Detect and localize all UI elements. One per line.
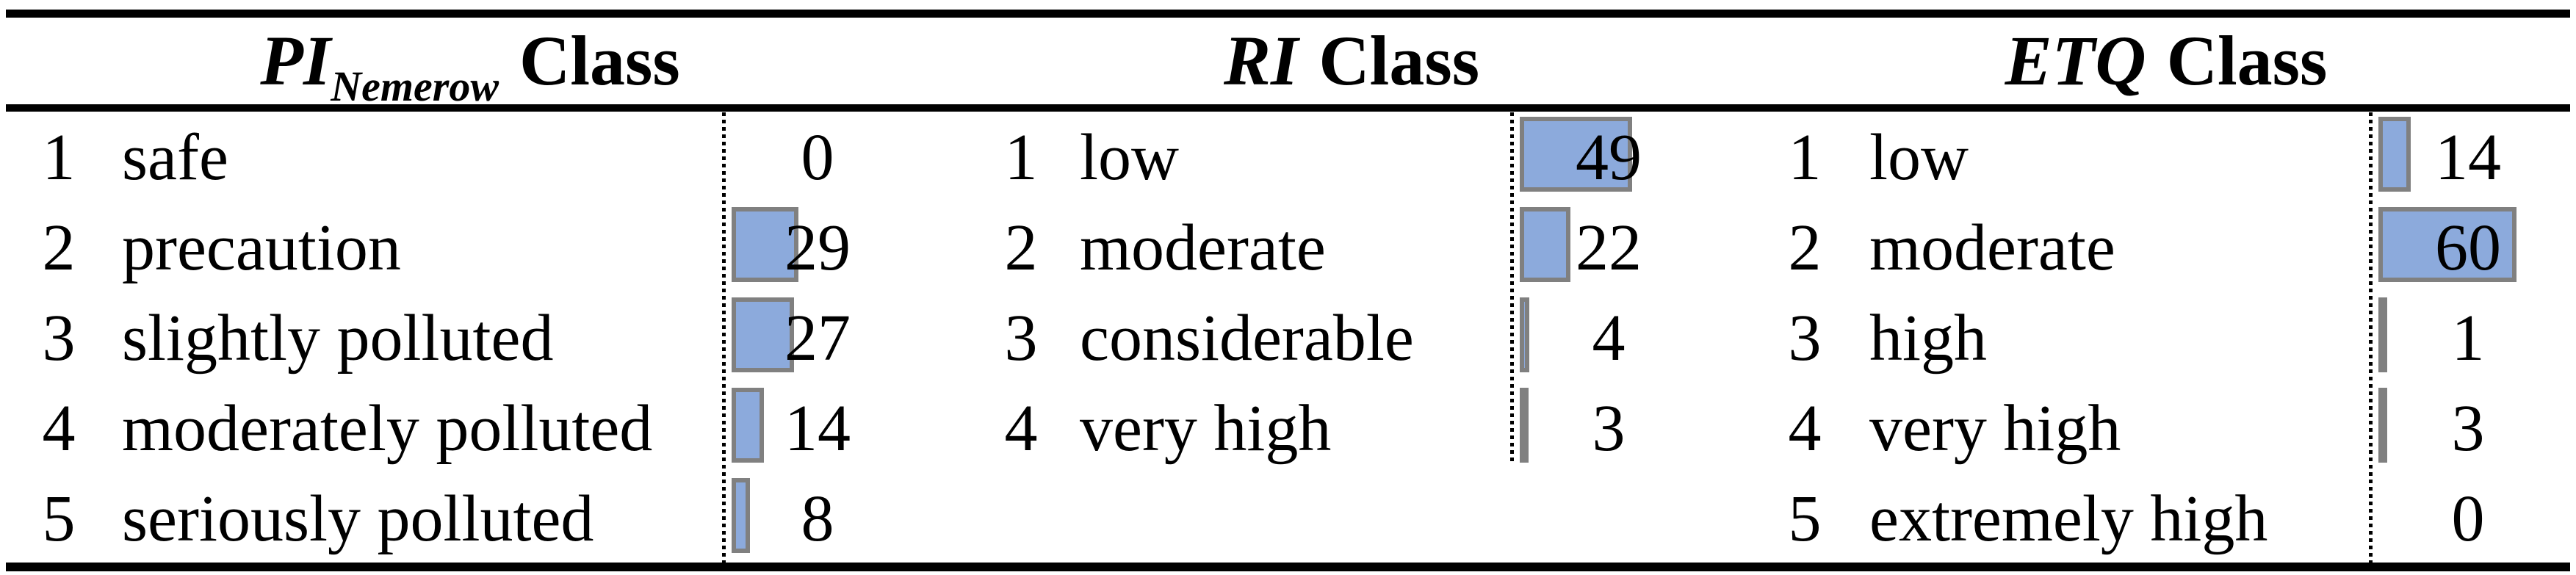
data-bar (1520, 297, 1529, 372)
row-value: 22 (1576, 211, 1642, 284)
row-index: 4 (42, 392, 76, 465)
row-label: very high (1080, 392, 1332, 465)
row-index: 2 (42, 211, 76, 284)
data-bar (2378, 388, 2387, 463)
row-label: high (1869, 302, 1988, 375)
row-value: 8 (801, 482, 834, 555)
data-bar (2378, 117, 2411, 192)
data-bar (732, 388, 764, 463)
row-label: safe (122, 121, 228, 194)
row-label: considerable (1080, 302, 1414, 375)
row-value: 3 (1592, 392, 1626, 465)
data-bar (732, 297, 794, 372)
row-label: very high (1869, 392, 2121, 465)
row-label: extremely high (1869, 482, 2268, 555)
row-index: 3 (1788, 302, 1822, 375)
row-label: low (1869, 121, 1969, 194)
row-index: 3 (42, 302, 76, 375)
bar-axis-line (1510, 112, 1514, 463)
data-bar (1520, 207, 1570, 282)
header-subscript: Nemerow (331, 62, 499, 110)
row-value: 14 (784, 392, 851, 465)
row-index: 2 (1788, 211, 1822, 284)
row-index: 5 (42, 482, 76, 555)
row-index: 2 (1004, 211, 1038, 284)
row-value: 4 (1592, 302, 1626, 375)
row-label: moderately polluted (122, 392, 653, 465)
row-label: low (1080, 121, 1179, 194)
header-symbol: PI (260, 21, 331, 100)
row-value: 0 (801, 121, 834, 194)
row-label: moderate (1080, 211, 1326, 284)
table-bottom-rule (6, 563, 2570, 571)
column-header-ri: RI Class (984, 18, 1719, 104)
data-bar (1520, 388, 1529, 463)
data-bar (2378, 207, 2517, 282)
data-bar (1520, 117, 1632, 192)
header-suffix: Class (1318, 21, 1480, 100)
row-value: 27 (784, 302, 851, 375)
row-index: 1 (1788, 121, 1822, 194)
header-symbol: RI (1223, 21, 1299, 100)
row-label: seriously polluted (122, 482, 594, 555)
row-value: 49 (1576, 121, 1642, 194)
data-bar (732, 207, 798, 282)
bar-axis-line (2369, 112, 2373, 563)
column-header-etq: ETQ Class (1799, 18, 2533, 104)
row-label: slightly polluted (122, 302, 554, 375)
row-value: 29 (784, 211, 851, 284)
row-index: 5 (1788, 482, 1822, 555)
row-value: 3 (2451, 392, 2485, 465)
row-index: 1 (42, 121, 76, 194)
header-suffix: Class (2166, 21, 2328, 100)
bar-axis-line (722, 112, 726, 563)
row-value: 60 (2435, 211, 2501, 284)
row-label: precaution (122, 211, 401, 284)
data-bar (732, 478, 750, 553)
row-index: 4 (1788, 392, 1822, 465)
data-bar (2378, 297, 2387, 372)
row-label: moderate (1869, 211, 2115, 284)
column-header-pi-nemerow: PINemerow Class (103, 18, 837, 110)
row-index: 1 (1004, 121, 1038, 194)
table-header-rule (6, 104, 2570, 112)
row-index: 4 (1004, 392, 1038, 465)
row-index: 3 (1004, 302, 1038, 375)
header-suffix: Class (519, 21, 680, 100)
row-value: 0 (2451, 482, 2485, 555)
table-top-rule (6, 10, 2570, 18)
header-symbol: ETQ (2005, 21, 2146, 100)
row-value: 14 (2435, 121, 2501, 194)
row-value: 1 (2451, 302, 2485, 375)
